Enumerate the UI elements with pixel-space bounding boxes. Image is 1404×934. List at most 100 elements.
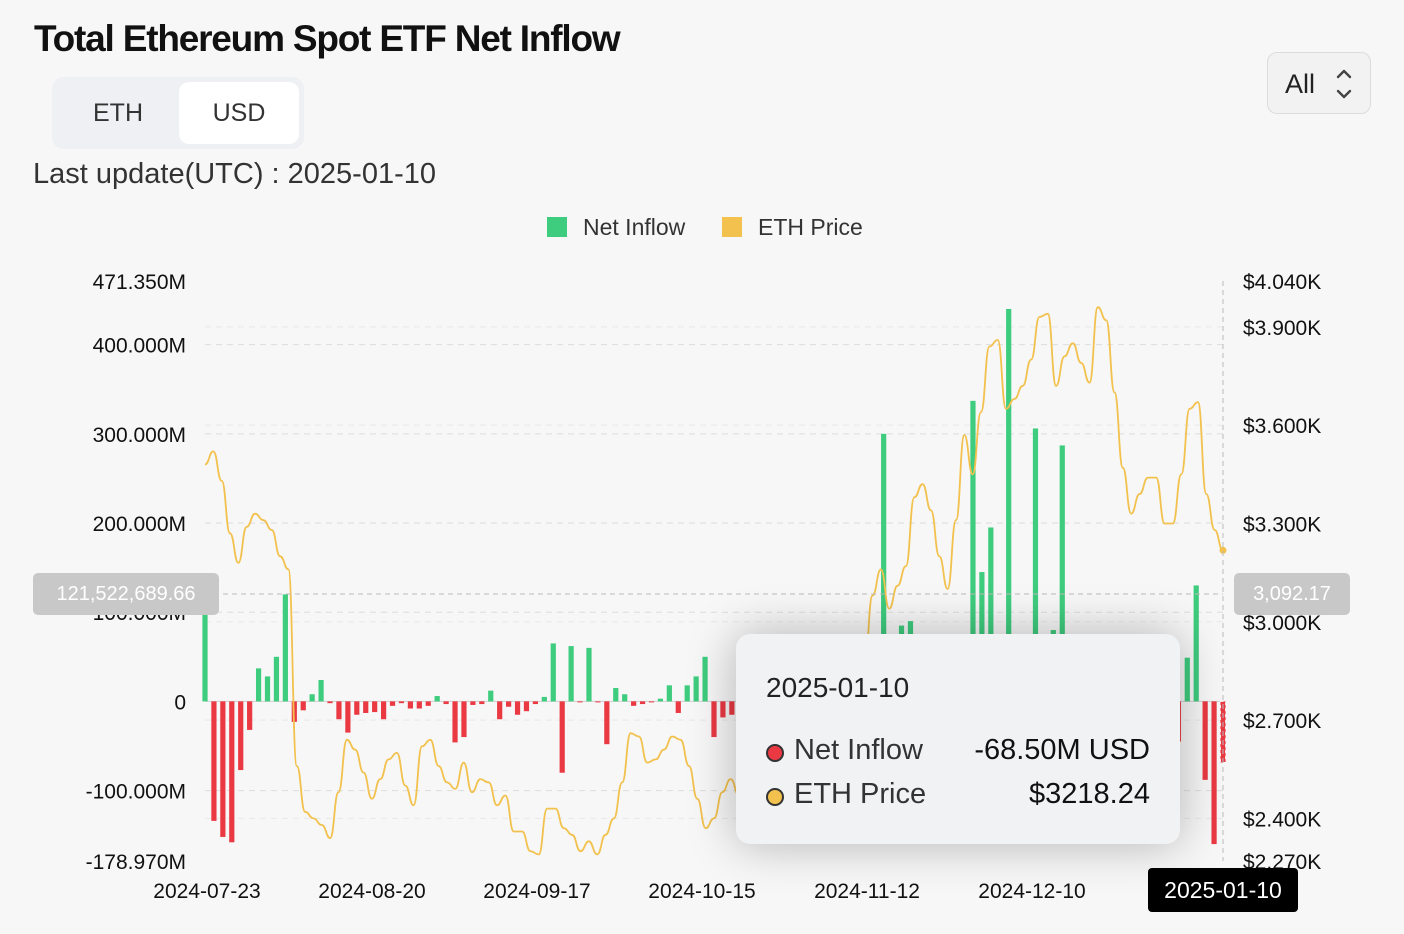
inflow-bar[interactable] [300, 701, 306, 711]
inflow-bar[interactable] [372, 701, 378, 713]
tooltip-net-inflow-value: -68.50M USD [974, 734, 1150, 766]
inflow-bar[interactable] [684, 685, 690, 702]
inflow-bar[interactable] [264, 676, 271, 702]
right-axis-tick: $2.700K [1243, 710, 1321, 733]
x-axis-tick: 2024-12-10 [978, 880, 1085, 903]
inflow-bar[interactable] [1184, 657, 1190, 702]
toggle-eth-button[interactable]: ETH [93, 99, 143, 127]
inflow-bar[interactable] [541, 696, 547, 702]
inflow-bar[interactable] [532, 701, 539, 705]
inflow-bar[interactable] [452, 701, 458, 743]
inflow-bar[interactable] [327, 701, 333, 704]
inflow-bar[interactable] [336, 701, 342, 720]
inflow-bar[interactable] [425, 701, 431, 706]
inflow-bar[interactable] [443, 701, 449, 705]
inflow-bar[interactable] [497, 701, 503, 720]
inflow-bar[interactable] [631, 701, 637, 706]
crosshair-right-value: 3,092.17 [1234, 573, 1350, 615]
left-axis-tick: 400.000M [93, 335, 186, 358]
inflow-bar[interactable] [523, 701, 530, 712]
inflow-bar[interactable] [988, 527, 994, 702]
tooltip-row-net-inflow: Net Inflow -68.50M USD [766, 734, 1150, 774]
inflow-bar[interactable] [363, 701, 369, 713]
inflow-bar[interactable] [639, 701, 646, 705]
inflow-bar[interactable] [282, 594, 288, 702]
inflow-bar[interactable] [479, 701, 485, 705]
inflow-bar[interactable] [470, 701, 476, 705]
inflow-bar[interactable] [380, 701, 387, 720]
inflow-bar[interactable] [354, 701, 360, 715]
x-axis-tick: 2024-10-15 [648, 880, 755, 903]
tooltip-net-inflow-label: Net Inflow [794, 734, 923, 766]
legend-item-net-inflow[interactable]: Net Inflow [547, 212, 685, 242]
inflow-bar[interactable] [309, 694, 315, 702]
inflow-bar[interactable] [666, 685, 672, 702]
inflow-bar[interactable] [202, 605, 208, 702]
inflow-bar[interactable] [229, 701, 235, 843]
inflow-bar[interactable] [220, 701, 226, 837]
inflow-bar[interactable] [488, 690, 494, 702]
inflow-bar[interactable] [461, 701, 467, 738]
tooltip-eth-price-value: $3218.24 [1029, 778, 1150, 810]
inflow-bar[interactable] [1202, 701, 1208, 780]
inflow-bar[interactable] [622, 694, 628, 702]
net-inflow-dot-icon [766, 744, 784, 762]
inflow-bar[interactable] [586, 647, 592, 702]
inflow-bar[interactable] [514, 701, 521, 715]
inflow-bar[interactable] [389, 701, 396, 706]
inflow-bar[interactable] [720, 701, 726, 718]
eth-price-dot-icon [766, 788, 784, 806]
right-axis-tick: $3.600K [1243, 415, 1321, 438]
left-axis-tick: 0 [174, 691, 186, 714]
left-axis-tick: 300.000M [93, 424, 186, 447]
eth-price-line[interactable] [204, 306, 1224, 856]
inflow-bar[interactable] [604, 701, 610, 745]
inflow-bar[interactable] [970, 400, 976, 702]
inflow-bar[interactable] [211, 701, 217, 821]
inflow-bar[interactable] [577, 701, 583, 703]
inflow-bar[interactable] [238, 701, 244, 771]
inflow-bar[interactable] [506, 701, 512, 707]
inflow-bar[interactable] [398, 701, 405, 704]
eth-price-point [1219, 546, 1227, 554]
inflow-bar[interactable] [1059, 445, 1065, 702]
tooltip-eth-price-label: ETH Price [794, 778, 927, 810]
legend-label-eth-price: ETH Price [758, 213, 863, 240]
inflow-bar[interactable] [711, 701, 717, 738]
inflow-bar[interactable] [273, 656, 280, 702]
inflow-bar[interactable] [559, 701, 565, 773]
eth-price-swatch [722, 217, 742, 237]
legend-item-eth-price[interactable]: ETH Price [722, 212, 863, 242]
inflow-bar[interactable] [675, 701, 681, 713]
unit-toggle: ETH USD [52, 77, 304, 149]
inflow-bar[interactable] [693, 676, 699, 702]
inflow-bar[interactable] [255, 668, 262, 702]
range-select-label: All [1285, 69, 1316, 99]
inflow-bar[interactable] [881, 433, 887, 702]
inflow-bar[interactable] [702, 656, 708, 702]
inflow-bar[interactable] [1032, 428, 1039, 702]
inflow-bar[interactable] [345, 701, 351, 733]
inflow-bar[interactable] [657, 698, 664, 702]
inflow-bar[interactable] [416, 701, 422, 709]
inflow-bar[interactable] [1006, 308, 1012, 702]
inflow-bar[interactable] [613, 688, 619, 702]
inflow-bar[interactable] [595, 701, 601, 703]
inflow-bar[interactable] [434, 696, 440, 702]
crosshair-date: 2025-01-10 [1148, 868, 1298, 912]
inflow-bar[interactable] [247, 701, 253, 730]
toggle-usd-button[interactable]: USD [179, 82, 299, 144]
inflow-bar[interactable] [568, 646, 574, 702]
range-select[interactable]: All [1267, 52, 1371, 114]
tooltip-row-eth-price: ETH Price $3218.24 [766, 778, 1150, 818]
inflow-bar[interactable] [729, 701, 735, 715]
x-axis-tick: 2024-07-23 [153, 880, 260, 903]
inflow-bar[interactable] [550, 643, 556, 702]
right-axis-tick: $4.040K [1243, 271, 1321, 294]
inflow-bar[interactable] [648, 701, 655, 703]
inflow-bar[interactable] [318, 679, 324, 702]
inflow-bar[interactable] [407, 701, 413, 709]
inflow-bar[interactable] [1193, 585, 1199, 702]
inflow-bar[interactable] [1211, 701, 1217, 845]
